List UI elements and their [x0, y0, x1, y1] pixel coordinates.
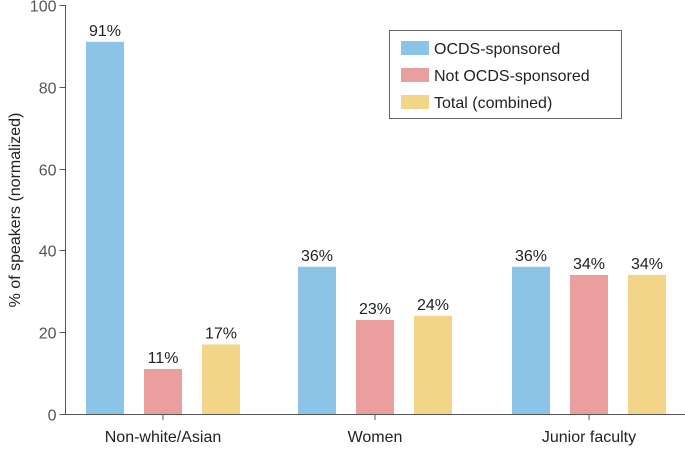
data-label: 11%	[148, 350, 179, 367]
y-tick-label: 100	[30, 0, 57, 16]
y-tick-label: 20	[39, 326, 57, 343]
legend-label: Total (combined)	[434, 95, 552, 112]
bar	[628, 275, 666, 414]
legend-swatch	[401, 68, 429, 82]
data-label: 91%	[89, 23, 121, 40]
bar	[356, 320, 394, 414]
legend-swatch	[401, 41, 429, 55]
x-tick-label: Junior faculty	[542, 429, 636, 446]
y-axis-label: % of speakers (normalized)	[7, 113, 24, 308]
data-label: 23%	[359, 301, 391, 318]
bar	[570, 275, 608, 414]
y-tick-label: 40	[39, 244, 57, 261]
bar	[298, 267, 336, 414]
bar	[512, 267, 550, 414]
bar	[144, 369, 182, 414]
legend: OCDS-sponsored Not OCDS-sponsored Total (c…	[390, 31, 622, 119]
data-label: 34%	[631, 256, 663, 273]
legend-label: Not OCDS-sponsored	[434, 68, 590, 85]
x-axis: Non-white/Asian Women Junior faculty	[66, 414, 685, 446]
bar	[414, 316, 452, 414]
y-axis: 0 20 40 60 80 100	[30, 0, 66, 425]
y-tick-label: 80	[39, 81, 57, 98]
bar	[202, 344, 240, 414]
data-label: 36%	[515, 248, 547, 265]
y-tick-label: 0	[48, 408, 57, 425]
data-label: 24%	[417, 297, 449, 314]
legend-label: OCDS-sponsored	[434, 41, 560, 58]
y-tick-label: 60	[39, 163, 57, 180]
x-tick-label: Women	[348, 429, 403, 446]
data-label: 17%	[205, 325, 237, 342]
data-label: 36%	[301, 248, 333, 265]
bar	[86, 42, 124, 414]
legend-swatch	[401, 95, 429, 109]
x-tick-label: Non-white/Asian	[105, 429, 222, 446]
data-label: 34%	[573, 256, 605, 273]
